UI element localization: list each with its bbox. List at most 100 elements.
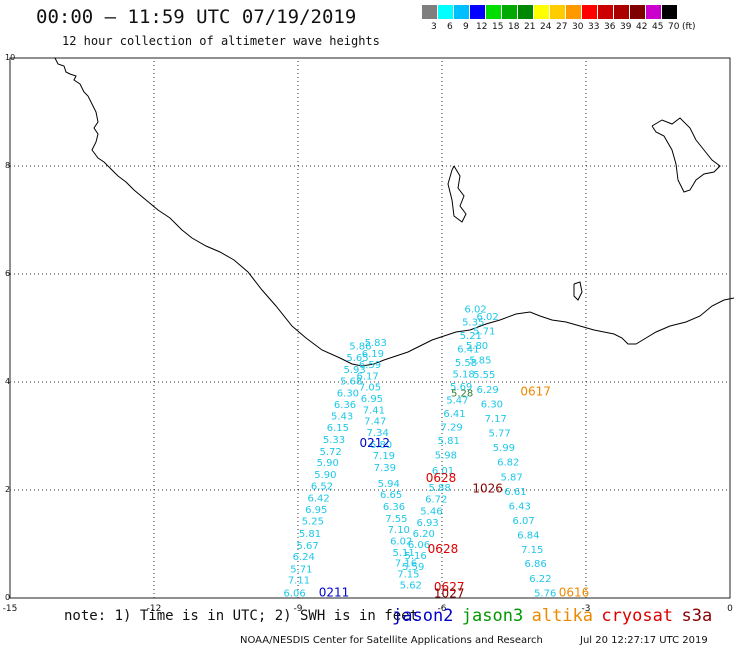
- wave-height-label: 6.43: [509, 501, 531, 512]
- wave-height-label: 5.47: [446, 396, 468, 407]
- colorbar-label: 27: [556, 22, 568, 32]
- coastline-island: [651, 117, 721, 193]
- colorbar-label: 33: [588, 22, 600, 32]
- wave-height-label: 5.90: [317, 458, 339, 469]
- pass-time-label: 0616: [559, 585, 590, 599]
- legend-note: note: 1) Time is in UTC; 2) SWH is in fe…: [64, 608, 419, 624]
- pass-time-label: 0627: [434, 580, 465, 594]
- wave-height-label: 5.94: [378, 479, 400, 490]
- satellite-legend-cryosat: cryosat: [601, 606, 674, 626]
- wave-height-label: 7.17: [485, 414, 507, 425]
- wave-height-label: 5.55: [473, 370, 495, 381]
- pass-time-label: 1027: [434, 586, 465, 600]
- wave-height-label: 5.62: [400, 580, 422, 591]
- wave-height-label: 5.99: [493, 443, 515, 454]
- wave-height-label: 6.30: [481, 399, 503, 410]
- wave-height-label: 5.72: [320, 447, 342, 458]
- map-grid: [9, 57, 731, 599]
- wave-height-label: 5.98: [435, 451, 457, 462]
- wave-height-label: 5.33: [323, 435, 345, 446]
- pass-time-label: 0617: [520, 385, 551, 399]
- wave-height-label: 5.81: [299, 529, 321, 540]
- satellite-legend-jason3: jason3: [461, 606, 524, 626]
- wave-height-label: 6.30: [337, 389, 359, 400]
- wave-height-label: 6.72: [425, 494, 447, 505]
- pass-time-label: 0212: [360, 436, 391, 450]
- wave-height-label: 6.15: [327, 423, 349, 434]
- x-tick-label: -6: [438, 604, 447, 614]
- colorbar-label: 36: [604, 22, 616, 32]
- colorbar-swatch: [646, 5, 662, 19]
- wave-height-label: 7.29: [440, 423, 462, 434]
- wave-height-label: 6.95: [361, 394, 383, 405]
- generated-time: Jul 20 12:27:17 UTC 2019: [580, 635, 708, 646]
- wave-height-label: 6.41: [457, 344, 479, 355]
- wave-height-label: 5.87: [500, 472, 522, 483]
- wave-height-label: 6.93: [416, 518, 438, 529]
- wave-height-label: 7.41: [363, 405, 385, 416]
- colorbar-label: 15: [492, 22, 504, 32]
- x-tick-label: 0: [727, 604, 733, 614]
- wave-height-label: 6.86: [524, 559, 546, 570]
- colorbar-swatch: [614, 5, 630, 19]
- wave-height-label: 6.29: [476, 385, 498, 396]
- wave-height-label: 6.82: [497, 458, 519, 469]
- wave-height-label: 5.25: [302, 517, 324, 528]
- colorbar-swatch: [534, 5, 550, 19]
- y-tick-label: 8: [5, 161, 10, 170]
- wave-height-label: 7.47: [364, 417, 386, 428]
- pass-time-label: 0628: [428, 542, 459, 556]
- colorbar-label: 21: [524, 22, 536, 32]
- wave-height-label: 5.90: [314, 470, 336, 481]
- wave-height-label: 6.65: [380, 490, 402, 501]
- wave-height-label: 6.02: [464, 304, 486, 315]
- colorbar-swatch: [630, 5, 646, 19]
- colorbar-swatch: [662, 5, 678, 19]
- wave-height-label: 6.80: [370, 440, 392, 451]
- colorbar-label: 70: [668, 22, 680, 32]
- satellite-legend-altika: altika: [531, 606, 594, 626]
- colorbar-swatch: [438, 5, 454, 19]
- colorbar-label: 18: [508, 22, 520, 32]
- wave-height-label: 5.65: [346, 353, 368, 364]
- wave-height-label: 6.59: [359, 360, 381, 371]
- colorbar-swatch: [582, 5, 598, 19]
- page-title: 00:00 – 11:59 UTC 07/19/2019: [36, 6, 357, 28]
- wave-height-label: 5.69: [450, 382, 472, 393]
- wave-height-label: 7.34: [367, 428, 389, 439]
- pass-time-label: 0628: [426, 471, 457, 485]
- wave-height-label: 5.85: [469, 356, 491, 367]
- wave-height-label: 5.28: [451, 389, 473, 400]
- colorbar-label: 12: [476, 22, 488, 32]
- colorbar-swatch: [486, 5, 502, 19]
- colorbar-label: 42: [636, 22, 648, 32]
- colorbar-swatch: [502, 5, 518, 19]
- map-axes: -15 -12 -9 -6 -3 0 0 2 4 6 8 10: [3, 53, 733, 614]
- x-tick-label: -9: [294, 604, 303, 614]
- wave-height-label: 5.58: [455, 358, 477, 369]
- wave-height-label: 6.06: [284, 588, 306, 599]
- wave-height-label: 5.43: [331, 411, 353, 422]
- wave-height-label: 6.95: [305, 505, 327, 516]
- colorbar-label: 45: [652, 22, 664, 32]
- wave-height-label: 6.84: [517, 531, 539, 542]
- wave-height-label: 6.61: [504, 487, 526, 498]
- y-tick-label: 2: [5, 485, 10, 494]
- wave-height-label: 5.67: [296, 541, 318, 552]
- wave-height-label: 5.76: [534, 588, 556, 599]
- colorbar-label: 39: [620, 22, 632, 32]
- y-tick-label: 6: [5, 269, 10, 278]
- colorbar-swatch: [550, 5, 566, 19]
- wave-height-label: 6.02: [476, 312, 498, 323]
- page-subtitle: 12 hour collection of altimeter wave hei…: [62, 34, 380, 48]
- colorbar-labels: 3 6 9 12 15 18 21 24 27 30 33 36 39 42 45 70 (ft): [422, 22, 740, 34]
- colorbar-swatch: [422, 5, 438, 19]
- coastline-island: [447, 165, 467, 223]
- wave-height-colorbar: [422, 5, 678, 19]
- satellite-legend-jason2: jason2: [392, 606, 454, 626]
- x-tick-label: -12: [147, 604, 162, 614]
- wave-height-label: 5.18: [452, 370, 474, 381]
- wave-height-label: 5.83: [365, 338, 387, 349]
- wave-height-label: 5.88: [428, 483, 450, 494]
- wave-height-label: 6.36: [383, 502, 405, 513]
